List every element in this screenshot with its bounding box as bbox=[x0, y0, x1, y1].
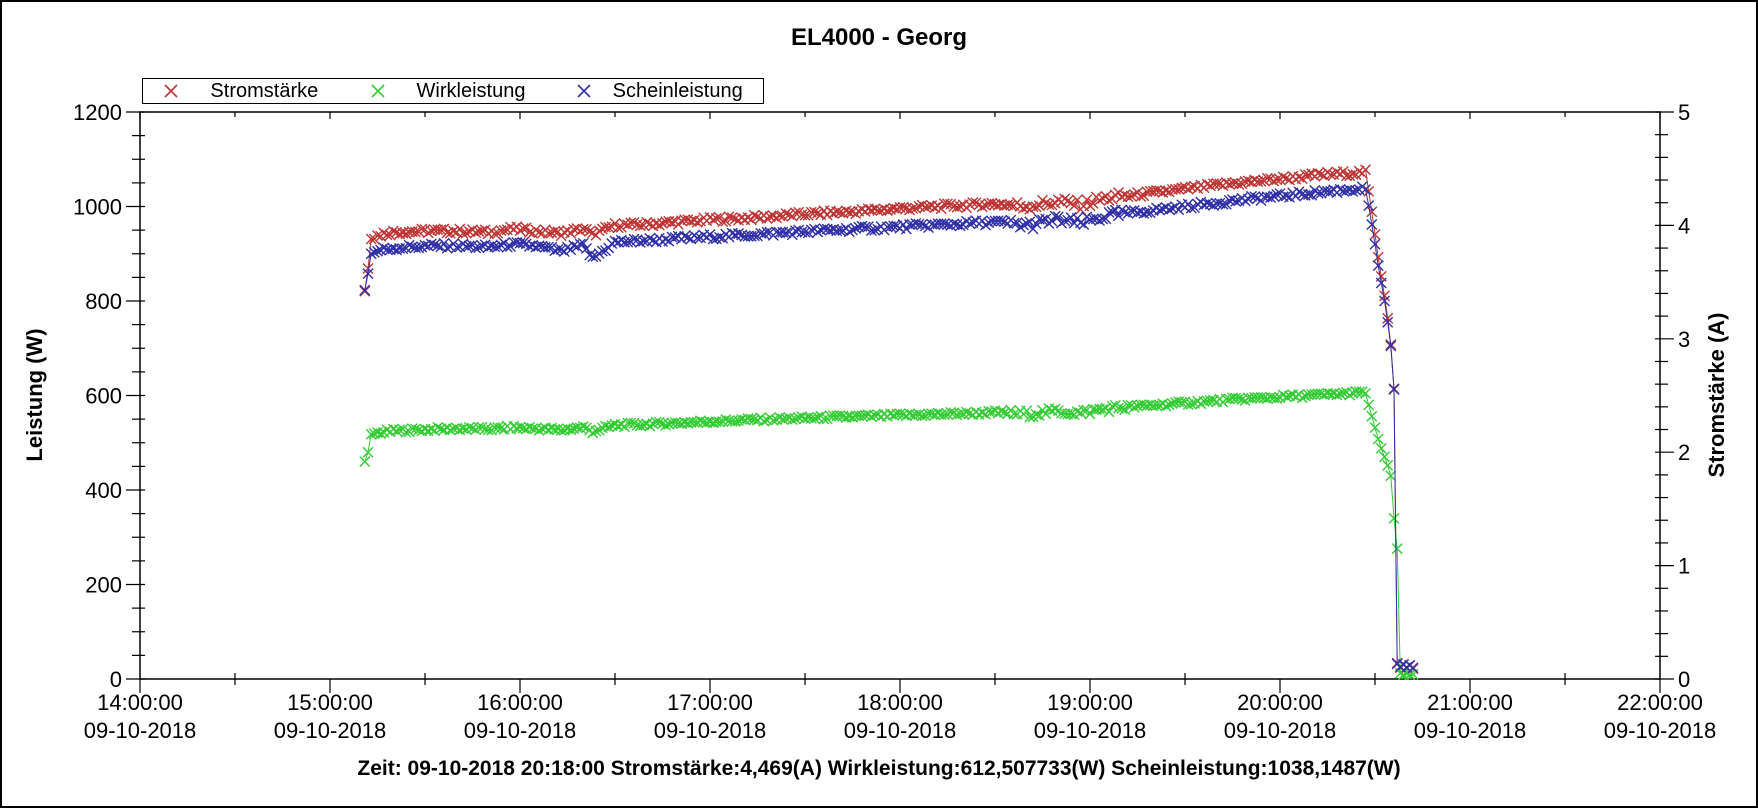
x-tick-date-label: 09-10-2018 bbox=[464, 718, 577, 743]
status-bar: Zeit: 09-10-2018 20:18:00 Stromstärke:4,… bbox=[357, 757, 1401, 780]
x-tick-time-label: 22:00:00 bbox=[1617, 690, 1703, 715]
y-right-tick-label: 4 bbox=[1678, 213, 1690, 238]
x-tick-date-label: 09-10-2018 bbox=[1604, 718, 1717, 743]
series-markers bbox=[359, 164, 1419, 675]
y-left-tick-label: 1200 bbox=[73, 100, 122, 125]
y-right-tick-label: 1 bbox=[1678, 554, 1690, 579]
y-left-tick-label: 800 bbox=[85, 289, 122, 314]
stromstaerke-marker-icon bbox=[164, 84, 178, 98]
x-tick-date-label: 09-10-2018 bbox=[84, 718, 197, 743]
x-tick-date-label: 09-10-2018 bbox=[654, 718, 767, 743]
plot-border bbox=[139, 111, 1661, 680]
axis-ticks bbox=[126, 111, 1674, 693]
x-tick-time-label: 14:00:00 bbox=[97, 690, 183, 715]
y-right-tick-label: 3 bbox=[1678, 327, 1690, 352]
series-group bbox=[359, 164, 1419, 681]
scheinleistung-marker-icon bbox=[577, 84, 591, 98]
series-markers bbox=[359, 181, 1419, 674]
x-tick-date-label: 09-10-2018 bbox=[1224, 718, 1337, 743]
y-right-axis-title: Stromstärke (A) bbox=[1704, 312, 1729, 477]
y-right-tick-label: 5 bbox=[1678, 100, 1690, 125]
y-right-tick-label: 0 bbox=[1678, 667, 1690, 692]
chart-title: EL4000 - Georg bbox=[790, 24, 968, 51]
series-scheinleistung bbox=[359, 181, 1419, 674]
axis-titles: Leistung (W) Stromstärke (A) bbox=[22, 312, 1729, 477]
plot-frame bbox=[139, 111, 1661, 680]
x-tick-time-label: 17:00:00 bbox=[667, 690, 753, 715]
x-tick-date-label: 09-10-2018 bbox=[1414, 718, 1527, 743]
y-left-axis-title: Leistung (W) bbox=[22, 328, 47, 461]
x-tick-time-label: 15:00:00 bbox=[287, 690, 373, 715]
axis-tick-labels: 14:00:00 09-10-2018 15:00:00 09-10-2018 16:0… bbox=[73, 100, 1716, 743]
y-left-tick-label: 0 bbox=[110, 667, 122, 692]
x-tick-time-label: 16:00:00 bbox=[477, 690, 563, 715]
y-left-tick-label: 1000 bbox=[73, 195, 122, 220]
x-tick-date-label: 09-10-2018 bbox=[844, 718, 957, 743]
series-stromstärke bbox=[359, 164, 1419, 675]
y-right-tick-label: 2 bbox=[1678, 440, 1690, 465]
series-wirkleistung bbox=[359, 386, 1419, 681]
legend-entry-stromstaerke: Stromstärke bbox=[143, 79, 350, 103]
x-tick-time-label: 21:00:00 bbox=[1427, 690, 1513, 715]
legend-label-wirkleistung: Wirkleistung bbox=[416, 79, 526, 102]
x-tick-date-label: 09-10-2018 bbox=[274, 718, 387, 743]
x-tick-time-label: 18:00:00 bbox=[857, 690, 943, 715]
legend-entry-scheinleistung: Scheinleistung bbox=[556, 79, 763, 103]
legend-label-scheinleistung: Scheinleistung bbox=[612, 79, 743, 102]
series-markers bbox=[359, 386, 1419, 681]
legend-entry-wirkleistung: Wirkleistung bbox=[350, 79, 557, 103]
x-tick-date-label: 09-10-2018 bbox=[1034, 718, 1147, 743]
x-tick-time-label: 20:00:00 bbox=[1237, 690, 1323, 715]
legend-label-stromstaerke: Stromstärke bbox=[210, 79, 319, 102]
legend-box: Stromstärke Wirkleistung Scheinleistung bbox=[142, 78, 764, 104]
x-tick-time-label: 19:00:00 bbox=[1047, 690, 1133, 715]
y-left-tick-label: 200 bbox=[85, 573, 122, 598]
y-left-tick-label: 400 bbox=[85, 478, 122, 503]
y-left-tick-label: 600 bbox=[85, 384, 122, 409]
wirkleistung-marker-icon bbox=[371, 84, 385, 98]
